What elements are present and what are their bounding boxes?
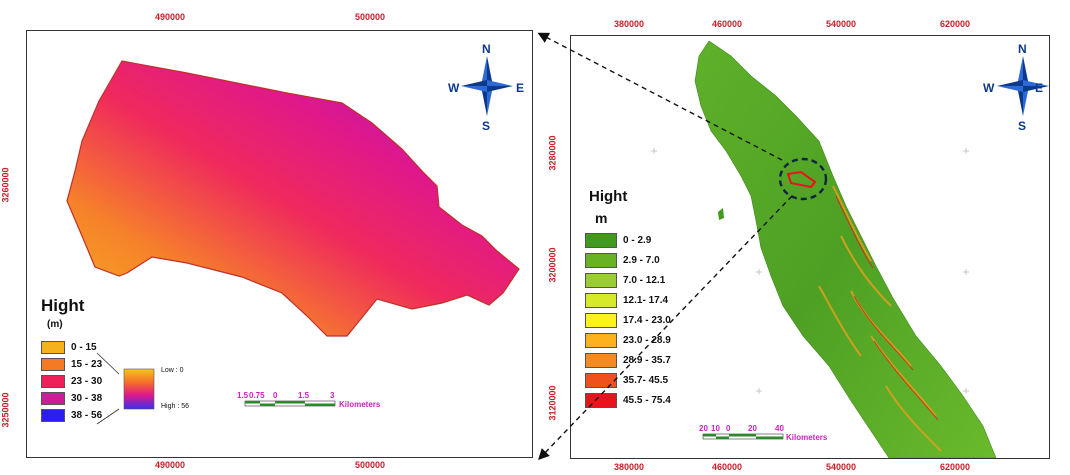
scale-unit: Kilometers — [786, 433, 828, 442]
left-map-panel: N S W E Hight (m) 0 - 15 15 - 23 23 - 30… — [26, 30, 533, 458]
left-side-tick: 3250000 — [0, 392, 11, 428]
legend-class: 23 - 30 — [41, 375, 102, 388]
study-area-outline — [786, 170, 817, 189]
left-top-tick: 500000 — [355, 12, 386, 22]
legend-swatch — [585, 253, 617, 268]
legend-class: 2.9 - 7.0 — [585, 253, 660, 268]
scale-tick: 1.5 — [237, 391, 249, 400]
legend-label: 23.0 - 28.9 — [623, 335, 671, 346]
ramp-high-label: High : 56 — [161, 403, 190, 410]
legend-label: 2.9 - 7.0 — [623, 255, 660, 266]
right-top-tick: 540000 — [826, 19, 857, 29]
scale-tick: 0 — [273, 391, 278, 400]
legend-swatch — [585, 333, 617, 348]
legend-class: 7.0 - 12.1 — [585, 273, 665, 288]
continuous-ramp — [123, 368, 155, 410]
scale-tick: 3 — [330, 391, 335, 400]
legend-class: 15 - 23 — [41, 358, 102, 371]
legend-label: 12.1- 17.4 — [623, 295, 669, 306]
legend-swatch — [585, 313, 617, 328]
right-top-tick: 620000 — [940, 19, 971, 29]
right-bottom-tick: 620000 — [940, 462, 971, 472]
legend-swatch — [41, 392, 65, 405]
scale-unit: Kilometers — [339, 400, 381, 409]
west-label: W — [448, 81, 460, 95]
study-area-circle — [778, 157, 828, 201]
left-top-tick: 490000 — [155, 12, 186, 22]
legend-swatch — [41, 409, 65, 422]
legend-class: 30 - 38 — [41, 392, 102, 405]
right-bottom-tick: 540000 — [826, 462, 857, 472]
legend-label: 38 - 56 — [71, 410, 103, 421]
island-landmass — [694, 40, 997, 458]
legend-label: 23 - 30 — [71, 376, 103, 387]
right-legend-unit: m — [595, 210, 608, 226]
legend-class: 17.4 - 23.0 — [585, 313, 671, 328]
left-bottom-tick: 490000 — [155, 460, 186, 470]
scale-tick: 20 — [748, 424, 757, 433]
right-side-tick: 3120000 — [547, 385, 558, 421]
legend-label: 45.5 - 75.4 — [623, 395, 671, 406]
legend-label: 0 - 2.9 — [623, 235, 652, 246]
legend-class: 23.0 - 28.9 — [585, 333, 671, 348]
right-legend-title: Hight — [589, 188, 628, 205]
right-map-panel: N S W E Hight m 0 - 2.9 2.9 - 7.0 7.0 - … — [570, 35, 1050, 459]
legend-swatch — [585, 273, 617, 288]
legend-class: 28.9 - 35.7 — [585, 353, 671, 368]
legend-label: 28.9 - 35.7 — [623, 355, 671, 366]
legend-swatch — [41, 341, 65, 354]
left-side-tick: 3260000 — [0, 167, 11, 203]
east-label: E — [1035, 81, 1044, 95]
legend-label: 35.7- 45.5 — [623, 375, 669, 386]
ramp-low-label: Low : 0 — [161, 367, 184, 374]
legend-class: 0 - 15 — [41, 341, 97, 354]
legend-class: 0 - 2.9 — [585, 233, 651, 248]
legend-swatch — [585, 353, 617, 368]
legend-swatch — [585, 373, 617, 388]
north-label: N — [482, 42, 491, 56]
legend-swatch — [41, 358, 65, 371]
right-side-tick: 3280000 — [547, 135, 558, 171]
legend-swatch — [585, 233, 617, 248]
legend-class: 35.7- 45.5 — [585, 373, 668, 388]
left-bottom-tick: 500000 — [355, 460, 386, 470]
right-top-tick: 460000 — [712, 19, 743, 29]
legend-label: 17.4 - 23.0 — [623, 315, 671, 326]
legend-swatch — [585, 393, 617, 408]
legend-label: 0 - 15 — [71, 342, 97, 353]
north-arrow-icon — [997, 56, 1049, 116]
legend-class: 12.1- 17.4 — [585, 293, 668, 308]
legend-label: 7.0 - 12.1 — [623, 275, 666, 286]
legend-label: 15 - 23 — [71, 359, 103, 370]
scale-tick: 20 — [699, 424, 708, 433]
legend-class: 38 - 56 — [41, 409, 102, 422]
left-elevation-map — [66, 56, 520, 425]
left-legend-title: Hight — [41, 296, 85, 315]
scale-tick: 0 — [726, 424, 731, 433]
right-side-tick: 3200000 — [547, 247, 558, 283]
scale-tick: 1.5 — [298, 391, 310, 400]
east-label: E — [516, 81, 525, 95]
legend-swatch — [585, 293, 617, 308]
north-arrow-icon — [461, 56, 513, 116]
west-label: W — [983, 81, 995, 95]
scale-tick: 40 — [775, 424, 784, 433]
legend-swatch — [41, 375, 65, 388]
right-bottom-tick: 380000 — [614, 462, 645, 472]
legend-label: 30 - 38 — [71, 393, 103, 404]
south-label: S — [482, 119, 491, 133]
right-top-tick: 380000 — [614, 19, 645, 29]
ridge-features — [818, 185, 942, 452]
scale-tick: 10 — [711, 424, 720, 433]
north-label: N — [1018, 42, 1027, 56]
right-bottom-tick: 460000 — [712, 462, 743, 472]
scale-tick: 0.75 — [249, 391, 265, 400]
left-legend-unit: (m) — [47, 319, 63, 330]
south-label: S — [1018, 119, 1027, 133]
study-area-polygon — [66, 60, 520, 337]
legend-class: 45.5 - 75.4 — [585, 393, 671, 408]
